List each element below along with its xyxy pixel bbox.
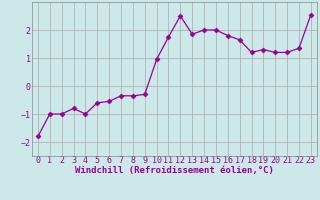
X-axis label: Windchill (Refroidissement éolien,°C): Windchill (Refroidissement éolien,°C) [75,166,274,175]
